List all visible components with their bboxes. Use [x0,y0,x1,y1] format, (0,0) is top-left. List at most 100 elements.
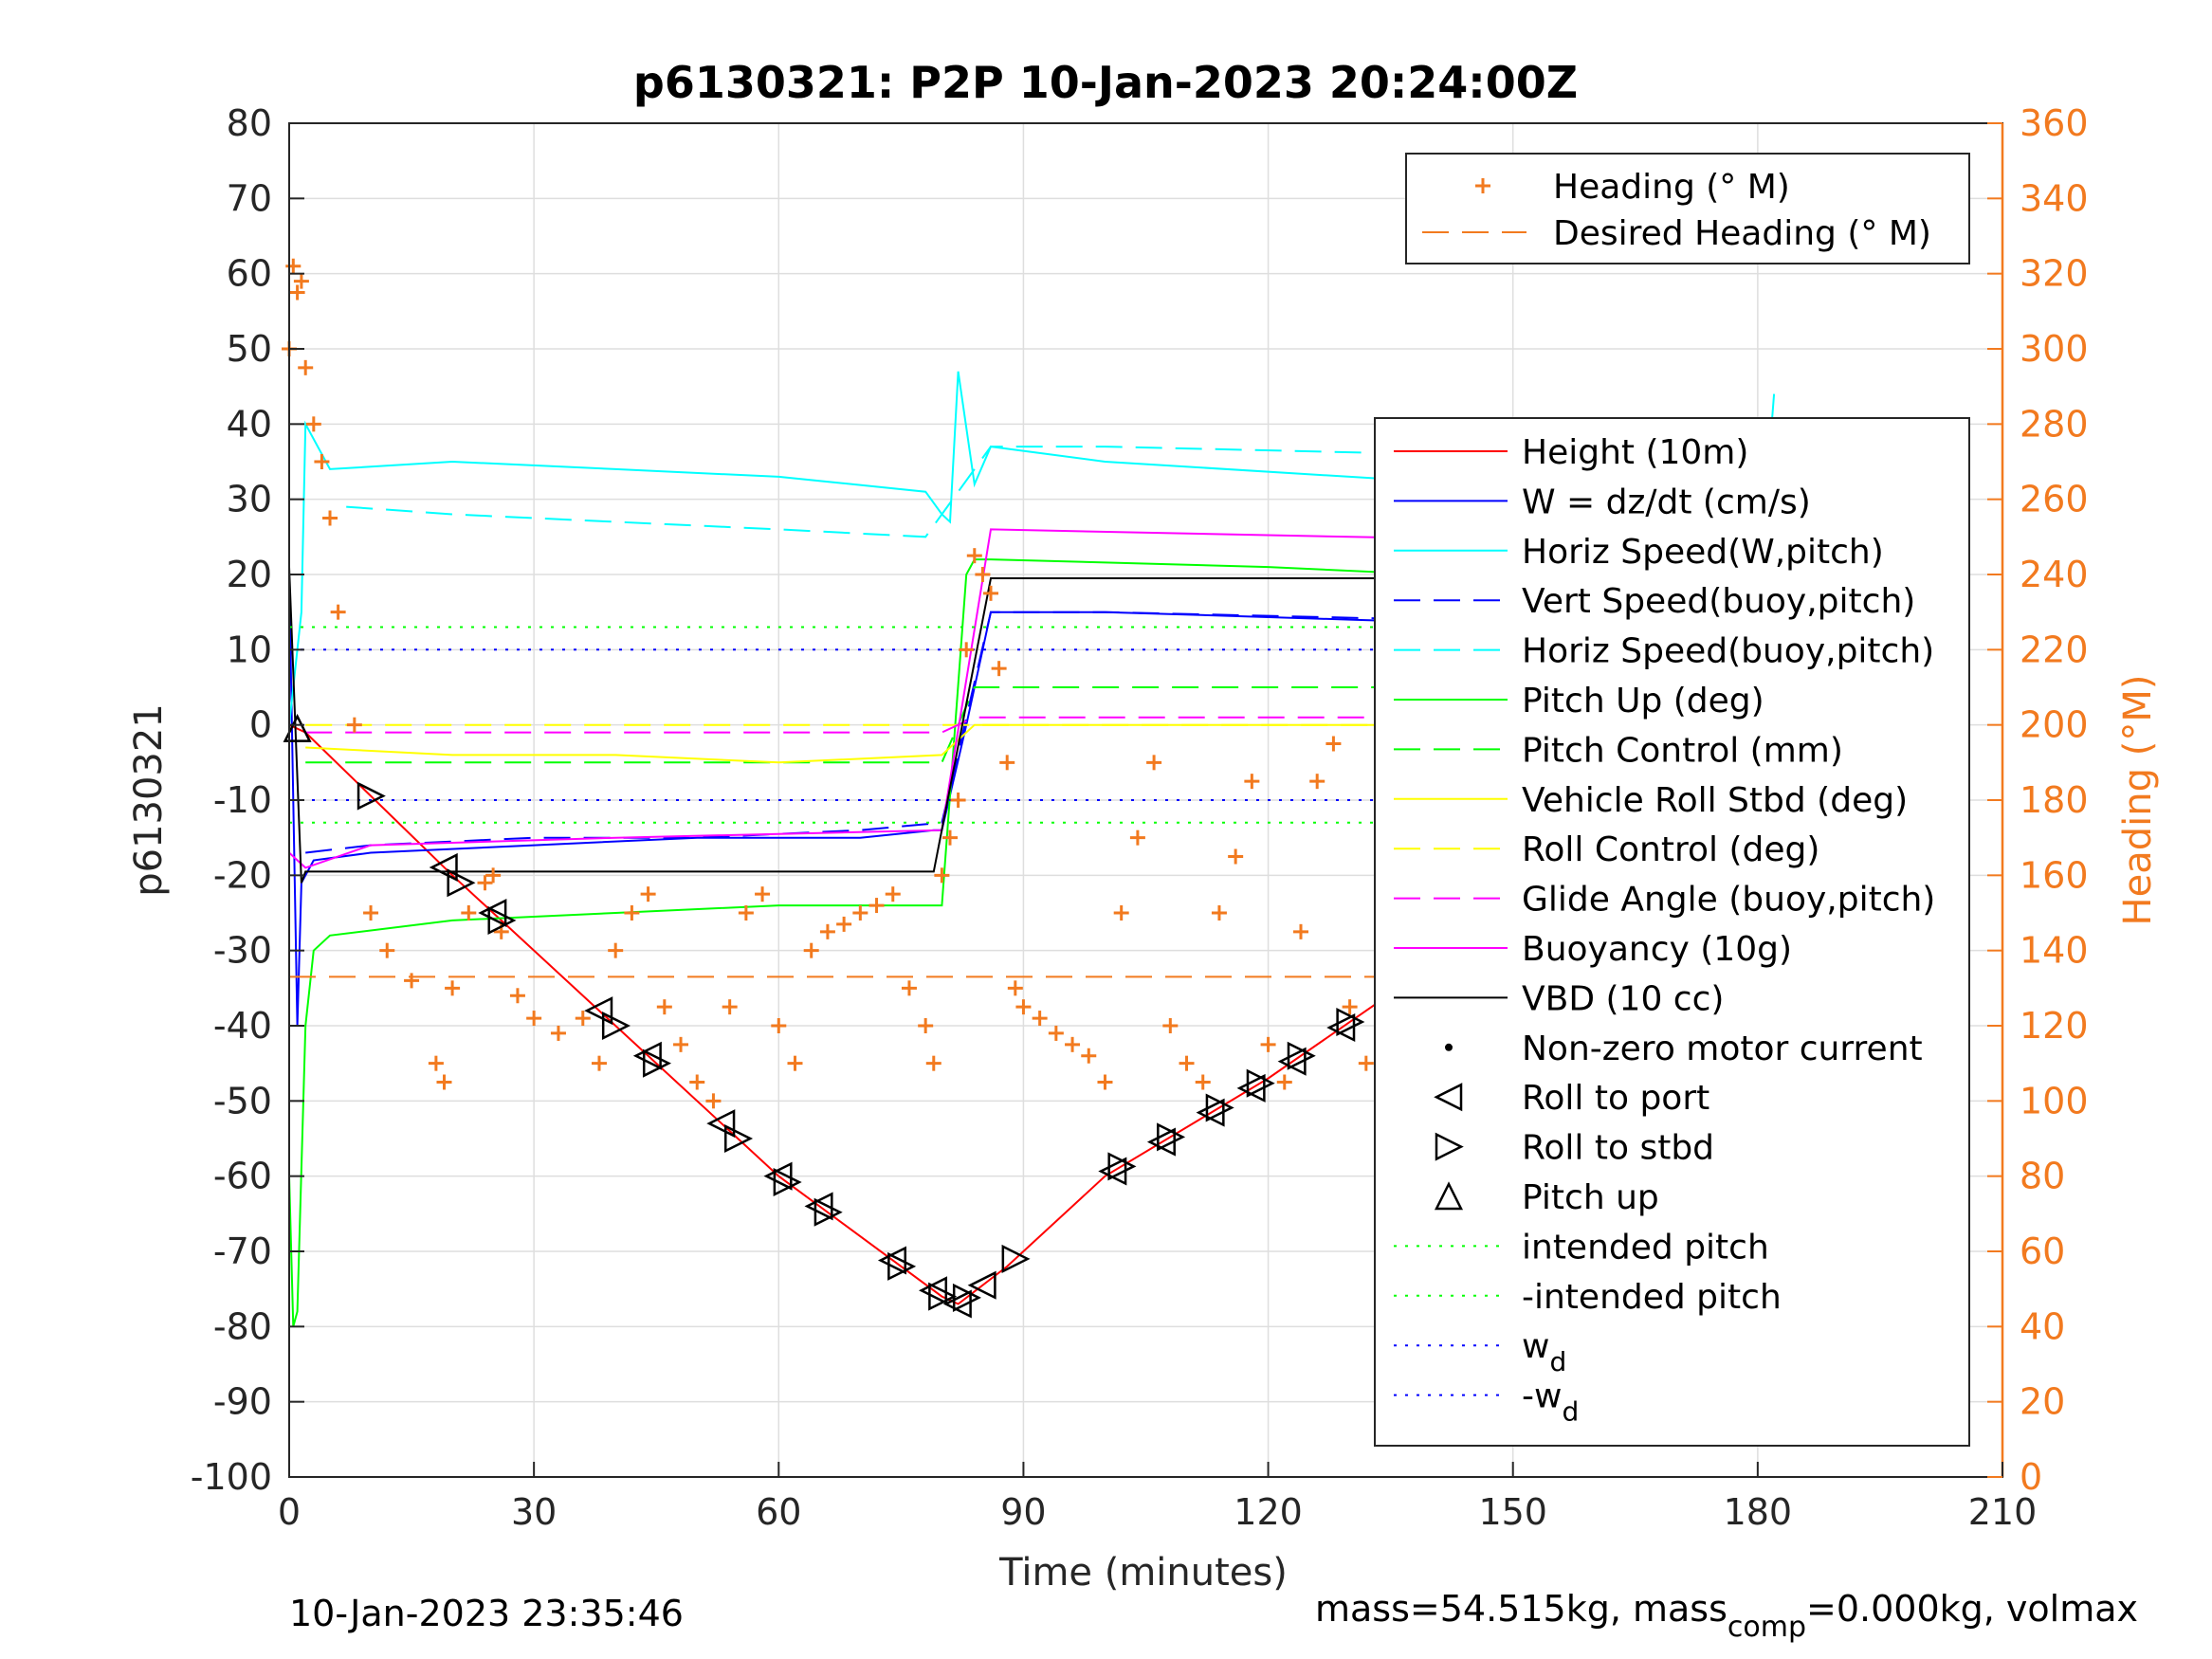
roll-marker [356,781,386,811]
legend-entry: Height (10m) [1522,433,1748,472]
y-tick-label: -40 [213,1005,272,1047]
heading-marker [1342,999,1358,1015]
heading-marker [722,999,738,1015]
y-tick-label: 20 [227,554,272,595]
y-axis-label: p6130321 [127,703,171,897]
heading-marker [1195,1074,1211,1090]
heading-marker [436,1074,452,1090]
legend-entry: Pitch Control (mm) [1522,731,1843,770]
heading-marker [1309,774,1325,790]
heading-marker [819,923,835,939]
roll-marker [632,1041,662,1070]
roll-marker [1107,1152,1137,1181]
heading-marker [925,1055,941,1071]
roll-marker [1001,1244,1031,1273]
heading-marker [509,988,525,1004]
heading-marker [346,717,362,733]
legend-swatch [1434,1181,1464,1211]
heading-marker [738,905,754,921]
legend-swatch [1435,1132,1464,1161]
y-tick-label: 60 [227,253,272,295]
y2-tick-label: 180 [2020,779,2089,821]
heading-marker [1081,1048,1097,1064]
legend-entry: Pitch Up (deg) [1522,682,1764,720]
roll-marker [1157,1122,1186,1152]
footer-timestamp: 10-Jan-2023 23:35:46 [289,1593,684,1634]
y2-tick-label: 300 [2020,328,2089,370]
heading-marker [1015,999,1032,1015]
x-axis-label: Time (minutes) [998,1551,1288,1595]
axis-ticks: 0 30 60 90 120 150 180 21080706050403020100-10-… [191,102,2089,1533]
roll-marker [942,1289,972,1319]
y-tick-label: -90 [213,1381,272,1423]
y2-tick-label: 40 [2020,1305,2065,1347]
roll-marker [967,1270,996,1300]
y-tick-label: -70 [213,1231,272,1272]
heading-marker [983,585,999,601]
heading-marker [1048,1025,1064,1041]
legend-entry: Non-zero motor current [1522,1030,1923,1068]
heading-marker [314,454,330,469]
roll-marker [601,1011,631,1041]
heading-marker [1325,736,1342,752]
chart-title: p6130321: P2P 10-Jan-2023 20:24:00Z [633,57,1578,108]
heading-marker [485,867,502,884]
heading-marker [289,284,305,301]
heading-marker [991,661,1007,677]
y2-tick-label: 100 [2020,1080,2089,1121]
roll-marker [429,852,458,882]
heading-marker [787,1055,803,1071]
y-tick-label: 10 [227,629,272,670]
heading-marker [689,1074,705,1090]
heading-marker [901,980,917,996]
y2-tick-label: 160 [2020,854,2089,896]
series-line [288,558,1767,1327]
legend-entry: Desired Heading (° M) [1553,214,1931,253]
heading-marker [934,867,950,884]
roll-marker [928,1282,958,1311]
legend-entry: Roll to port [1522,1079,1709,1118]
y2-tick-label: 0 [2020,1456,2042,1498]
roll-marker [1287,1041,1316,1070]
legend-entry: Horiz Speed(W,pitch) [1522,533,1884,572]
series-line [346,446,1758,538]
heading-marker [640,886,656,902]
y-tick-label: -20 [213,854,272,896]
heading-marker [1358,1055,1374,1071]
y2-tick-label: 280 [2020,403,2089,445]
roll-marker [1277,1047,1307,1076]
y2-tick-label: 80 [2020,1156,2065,1197]
x-tick-label: 210 [1968,1491,2038,1533]
y-tick-label: 40 [227,403,272,445]
heading-marker [1244,774,1260,790]
y2-tick-label: 340 [2020,177,2089,219]
legend-swatch [1434,1083,1463,1112]
roll-marker [1205,1093,1234,1122]
heading-marker [1146,755,1162,771]
heading-marker [771,1018,787,1033]
heading-marker [959,642,975,658]
heading-marker [975,567,991,582]
heading-marker [999,755,1015,771]
roll-marker [724,1123,754,1154]
legend-main: Height (10m) W = dz/dt (cm/s) Horiz Speed(… [1374,417,1970,1447]
x-tick-label: 180 [1724,1491,1793,1533]
y2-tick-label: 20 [2020,1381,2065,1423]
heading-marker [885,886,901,902]
roll-marker [584,996,613,1026]
legend-entry: W = dz/dt (cm/s) [1522,483,1811,521]
heading-marker [868,898,885,914]
heading-marker [322,510,338,526]
y2-axis-label: Heading (°M) [2116,675,2160,926]
y2-tick-label: 360 [2020,102,2089,144]
heading-marker [550,1025,566,1041]
heading-marker [1162,1018,1179,1033]
y-tick-label: 0 [249,704,272,746]
y-tick-label: -10 [213,779,272,821]
heading-marker [1007,980,1023,996]
y2-tick-label: 320 [2020,253,2089,295]
legend-swatch [1445,1043,1453,1051]
legend-top: Heading (° M) Desired Heading (° M) [1405,153,1970,264]
y-tick-label: 30 [227,479,272,520]
